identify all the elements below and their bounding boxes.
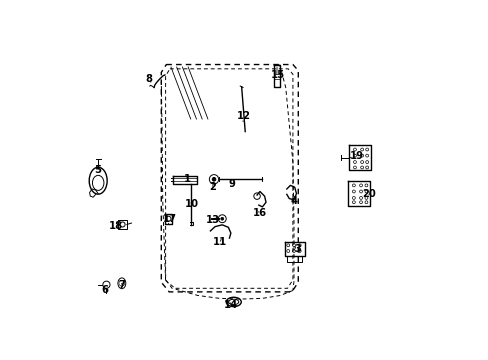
Text: 9: 9 <box>228 179 235 189</box>
Text: 3: 3 <box>294 244 301 254</box>
Circle shape <box>212 177 215 181</box>
Text: 17: 17 <box>163 214 177 224</box>
Text: 13: 13 <box>205 215 220 225</box>
Text: 8: 8 <box>144 74 152 84</box>
Text: 16: 16 <box>252 208 266 218</box>
Text: 5: 5 <box>95 165 102 175</box>
Text: 4: 4 <box>290 196 297 206</box>
Text: 11: 11 <box>213 237 227 247</box>
Text: 1: 1 <box>183 174 190 184</box>
Text: 10: 10 <box>184 199 198 210</box>
Text: 12: 12 <box>236 111 250 121</box>
Text: 14: 14 <box>224 300 238 310</box>
Text: 18: 18 <box>109 221 123 231</box>
Text: 15: 15 <box>270 70 284 80</box>
Circle shape <box>221 217 223 220</box>
Text: 20: 20 <box>362 189 375 199</box>
Text: 6: 6 <box>102 285 109 296</box>
Text: 2: 2 <box>209 182 216 192</box>
Text: 7: 7 <box>118 280 125 290</box>
Text: 19: 19 <box>348 150 363 161</box>
